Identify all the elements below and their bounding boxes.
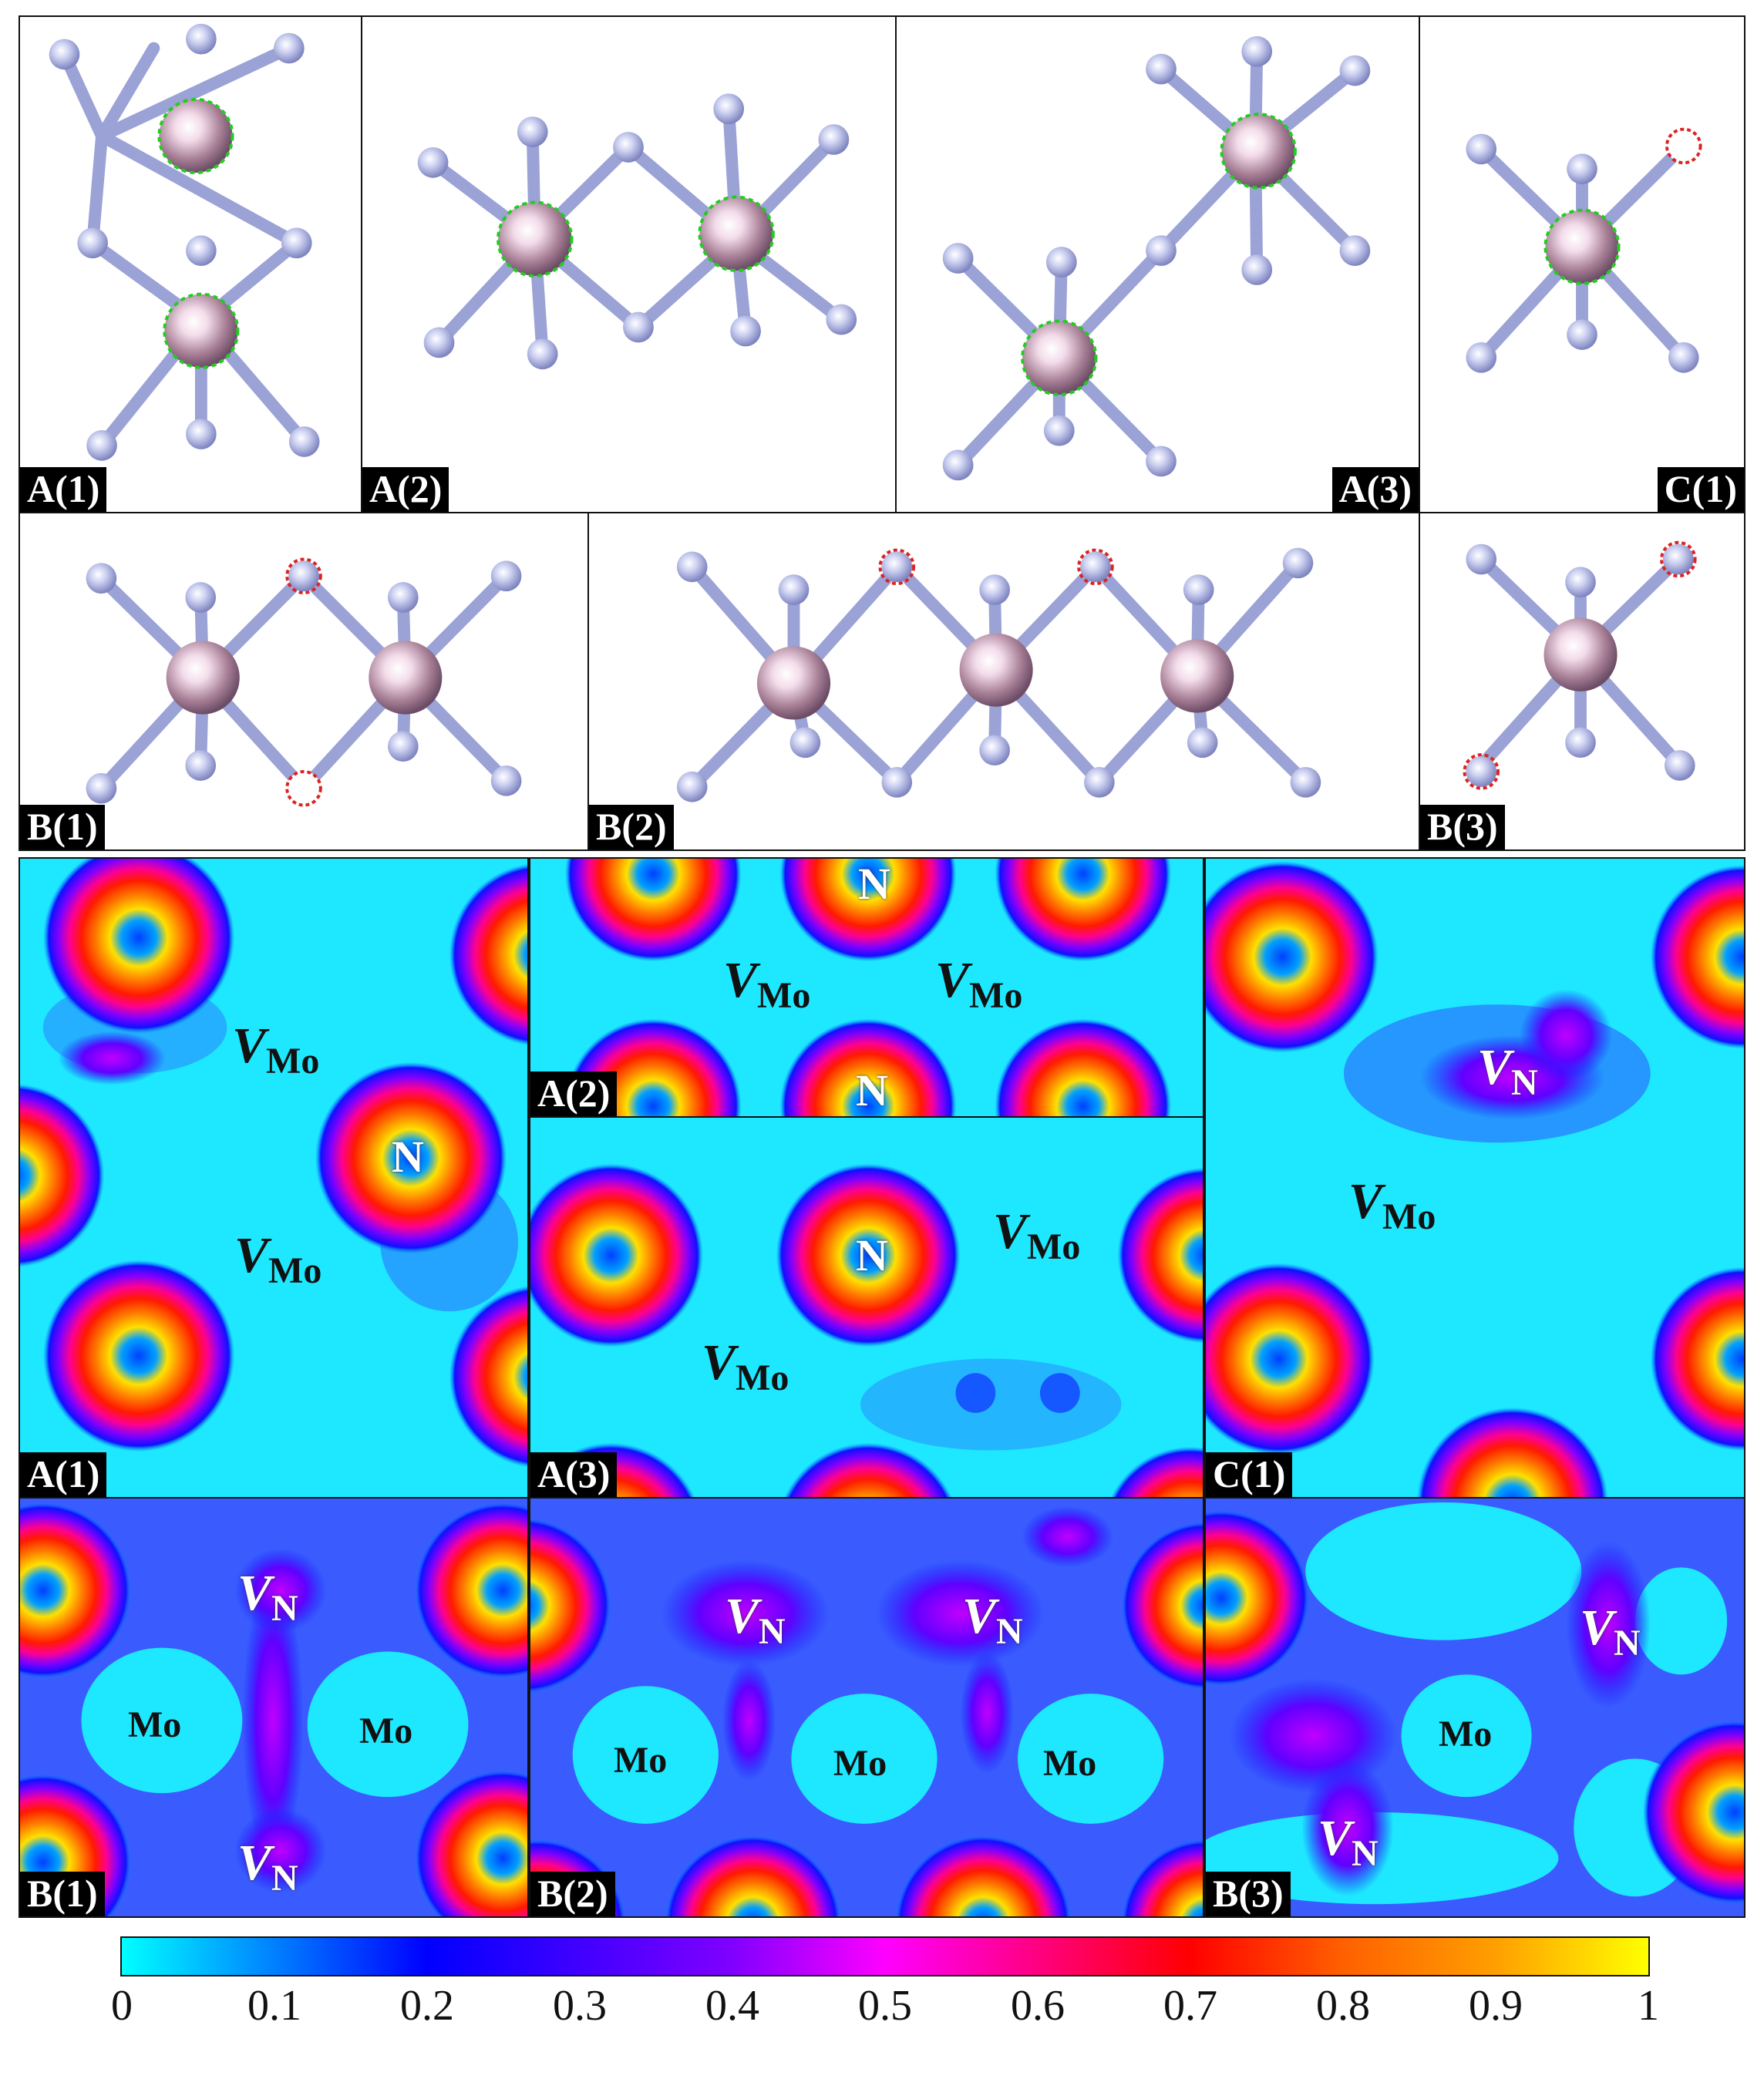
panel-label: B(2) [530,1872,615,1916]
colorbar-tick-label: 0.6 [1011,1982,1065,2030]
map-c1-drawing [1206,861,1744,1497]
vacancy-mo-label: VMo [935,952,1023,1016]
vacancy-n-label: VN [1477,1039,1538,1103]
vacancy-mo-label: VMo [723,952,811,1016]
n-atom-label: N [856,1065,888,1115]
n-atom-label: N [858,859,890,909]
vacancy-mo-label: VMo [993,1203,1081,1267]
structure-panel-c1: C(1) [1419,15,1745,513]
panel-label: A(1) [20,1452,107,1497]
map-a1-drawing [20,859,527,1468]
colorbar-tick-label: 0.5 [858,1982,912,2030]
panel-label: C(1) [1206,1452,1293,1497]
colorbar-tick-label: 0.4 [705,1982,759,2030]
vacancy-n-label: VN [962,1588,1023,1652]
n-atom-label: N [856,1230,888,1280]
panel-label: A(2) [362,467,449,512]
map-panel-a3: VMo VMo N A(3) [529,1116,1204,1499]
structure-b1-drawing [86,557,522,807]
panel-label: B(2) [589,805,674,849]
structure-panel-b2: B(2) [587,512,1420,851]
structure-panel-b1: B(1) [19,512,589,851]
colorbar-tick-label: 0.3 [553,1982,607,2030]
vacancy-mo-label: VMo [1348,1173,1436,1237]
structure-a3-drawing [942,35,1371,481]
colorbar-tick-label: 0.9 [1469,1982,1523,2030]
colorbar-tick-label: 0.1 [247,1982,301,2030]
panel-label: B(3) [1206,1872,1291,1916]
vacancy-n-label: VN [1318,1810,1379,1874]
structure-panel-a2: A(2) [361,15,897,513]
vacancy-mo-label: VMo [702,1334,789,1398]
map-a2-drawing [564,859,1172,1116]
vacancy-n-label: VN [237,1835,298,1899]
structure-b2-drawing [676,547,1321,802]
colorbar-tick-label: 0.8 [1316,1982,1370,2030]
map-panel-b1: VN VN Mo Mo B(1) [19,1497,529,1918]
structure-panel-b3: B(3) [1419,512,1745,851]
panel-label: B(1) [20,1872,105,1916]
panel-label: A(2) [530,1071,618,1116]
vacancy-n-label: VN [1580,1600,1641,1664]
mo-atom-label: Mo [614,1740,668,1781]
colorbar-tick-label: 0 [111,1982,133,2030]
mo-atom-label: Mo [359,1711,413,1751]
vacancy-n-label: VN [237,1565,298,1629]
map-panel-b2: VN VN Mo Mo Mo B(2) [529,1497,1204,1918]
map-panel-a2: VMo VMo N N A(2) [529,857,1204,1118]
map-a3-drawing [530,1163,1203,1497]
mo-atom-label: Mo [833,1743,887,1784]
structure-panel-a3: A(3) [895,15,1420,513]
map-panel-a1: VMo VMo N A(1) [19,857,529,1499]
panel-label: A(1) [20,467,107,512]
panel-label: C(1) [1657,467,1744,512]
structure-a2-drawing [417,93,857,370]
mo-atom-label: Mo [1043,1743,1097,1784]
vacancy-n-label: VN [725,1588,786,1652]
colorbar [120,1936,1650,1976]
map-b2-drawing [530,1505,1203,1916]
panel-label: B(3) [1420,805,1505,849]
mo-atom-label: Mo [128,1704,182,1745]
vacancy-mo-label: VMo [234,1227,322,1291]
panel-label: B(1) [20,805,105,849]
structure-a1-drawing [49,23,320,461]
map-panel-b3: VN VN Mo B(3) [1204,1497,1745,1918]
structure-c1-drawing [1466,127,1702,373]
map-b3-drawing [1206,1502,1744,1905]
map-panel-c1: VN VMo C(1) [1204,857,1745,1499]
structure-panel-a1: A(1) [19,15,362,513]
colorbar-tick-label: 0.7 [1163,1982,1217,2030]
mo-atom-label: Mo [1439,1714,1493,1754]
panel-label: A(3) [530,1452,618,1497]
panel-label: A(3) [1331,467,1419,512]
structure-b3-drawing [1463,540,1697,790]
colorbar-tick-label: 0.2 [400,1982,454,2030]
n-atom-label: N [392,1132,424,1182]
vacancy-mo-label: VMo [232,1018,320,1082]
colorbar-tick-label: 1 [1638,1982,1659,2030]
